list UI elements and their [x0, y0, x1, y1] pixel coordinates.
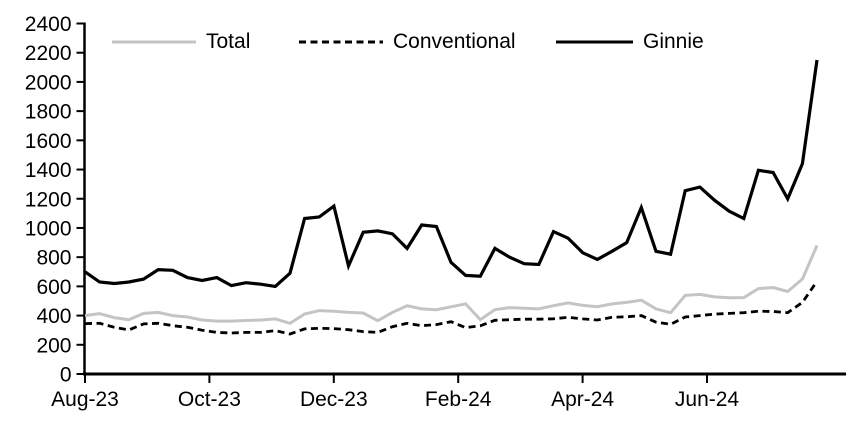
total-line-swatch-icon: [112, 40, 196, 44]
series-line-ginnie: [84, 59, 819, 289]
conventional-dashed-line-swatch-icon: [299, 40, 383, 44]
y-tick-label: 1000: [25, 217, 72, 240]
x-tick-label: Aug-23: [51, 388, 119, 411]
y-tick-label: 200: [36, 334, 71, 357]
x-tick-label: Apr-24: [551, 388, 614, 411]
legend: Total Conventional Ginnie: [0, 28, 852, 56]
legend-label-total: Total: [206, 30, 251, 53]
legend-item-ginnie: Ginnie: [556, 28, 704, 56]
y-tick-label: 2200: [25, 42, 72, 65]
series-line-total: [84, 244, 819, 325]
y-tick-label: 0: [60, 364, 72, 387]
legend-label-conventional: Conventional: [393, 30, 516, 53]
x-tick-label: Dec-23: [300, 388, 368, 411]
y-tick-label: 800: [36, 247, 71, 270]
legend-item-total: Total: [112, 28, 250, 56]
y-tick-label: 400: [36, 305, 71, 328]
y-tick-label: 1200: [25, 188, 72, 211]
y-tick-label: 1800: [25, 101, 72, 124]
y-tick-label: 1600: [25, 130, 72, 153]
series-line-conventional: [84, 280, 819, 336]
y-tick-label: 1400: [25, 159, 72, 182]
x-tick-label: Jun-24: [675, 388, 740, 411]
x-tick-label: Oct-23: [178, 388, 241, 411]
x-tick-label: Feb-24: [425, 388, 492, 411]
ginnie-line-swatch-icon: [556, 40, 633, 44]
y-tick-label: 2400: [25, 13, 72, 36]
y-tick-label: 600: [36, 276, 71, 299]
legend-label-ginnie: Ginnie: [643, 30, 704, 53]
y-tick-label: 2000: [25, 71, 72, 94]
legend-item-conventional: Conventional: [299, 28, 516, 56]
